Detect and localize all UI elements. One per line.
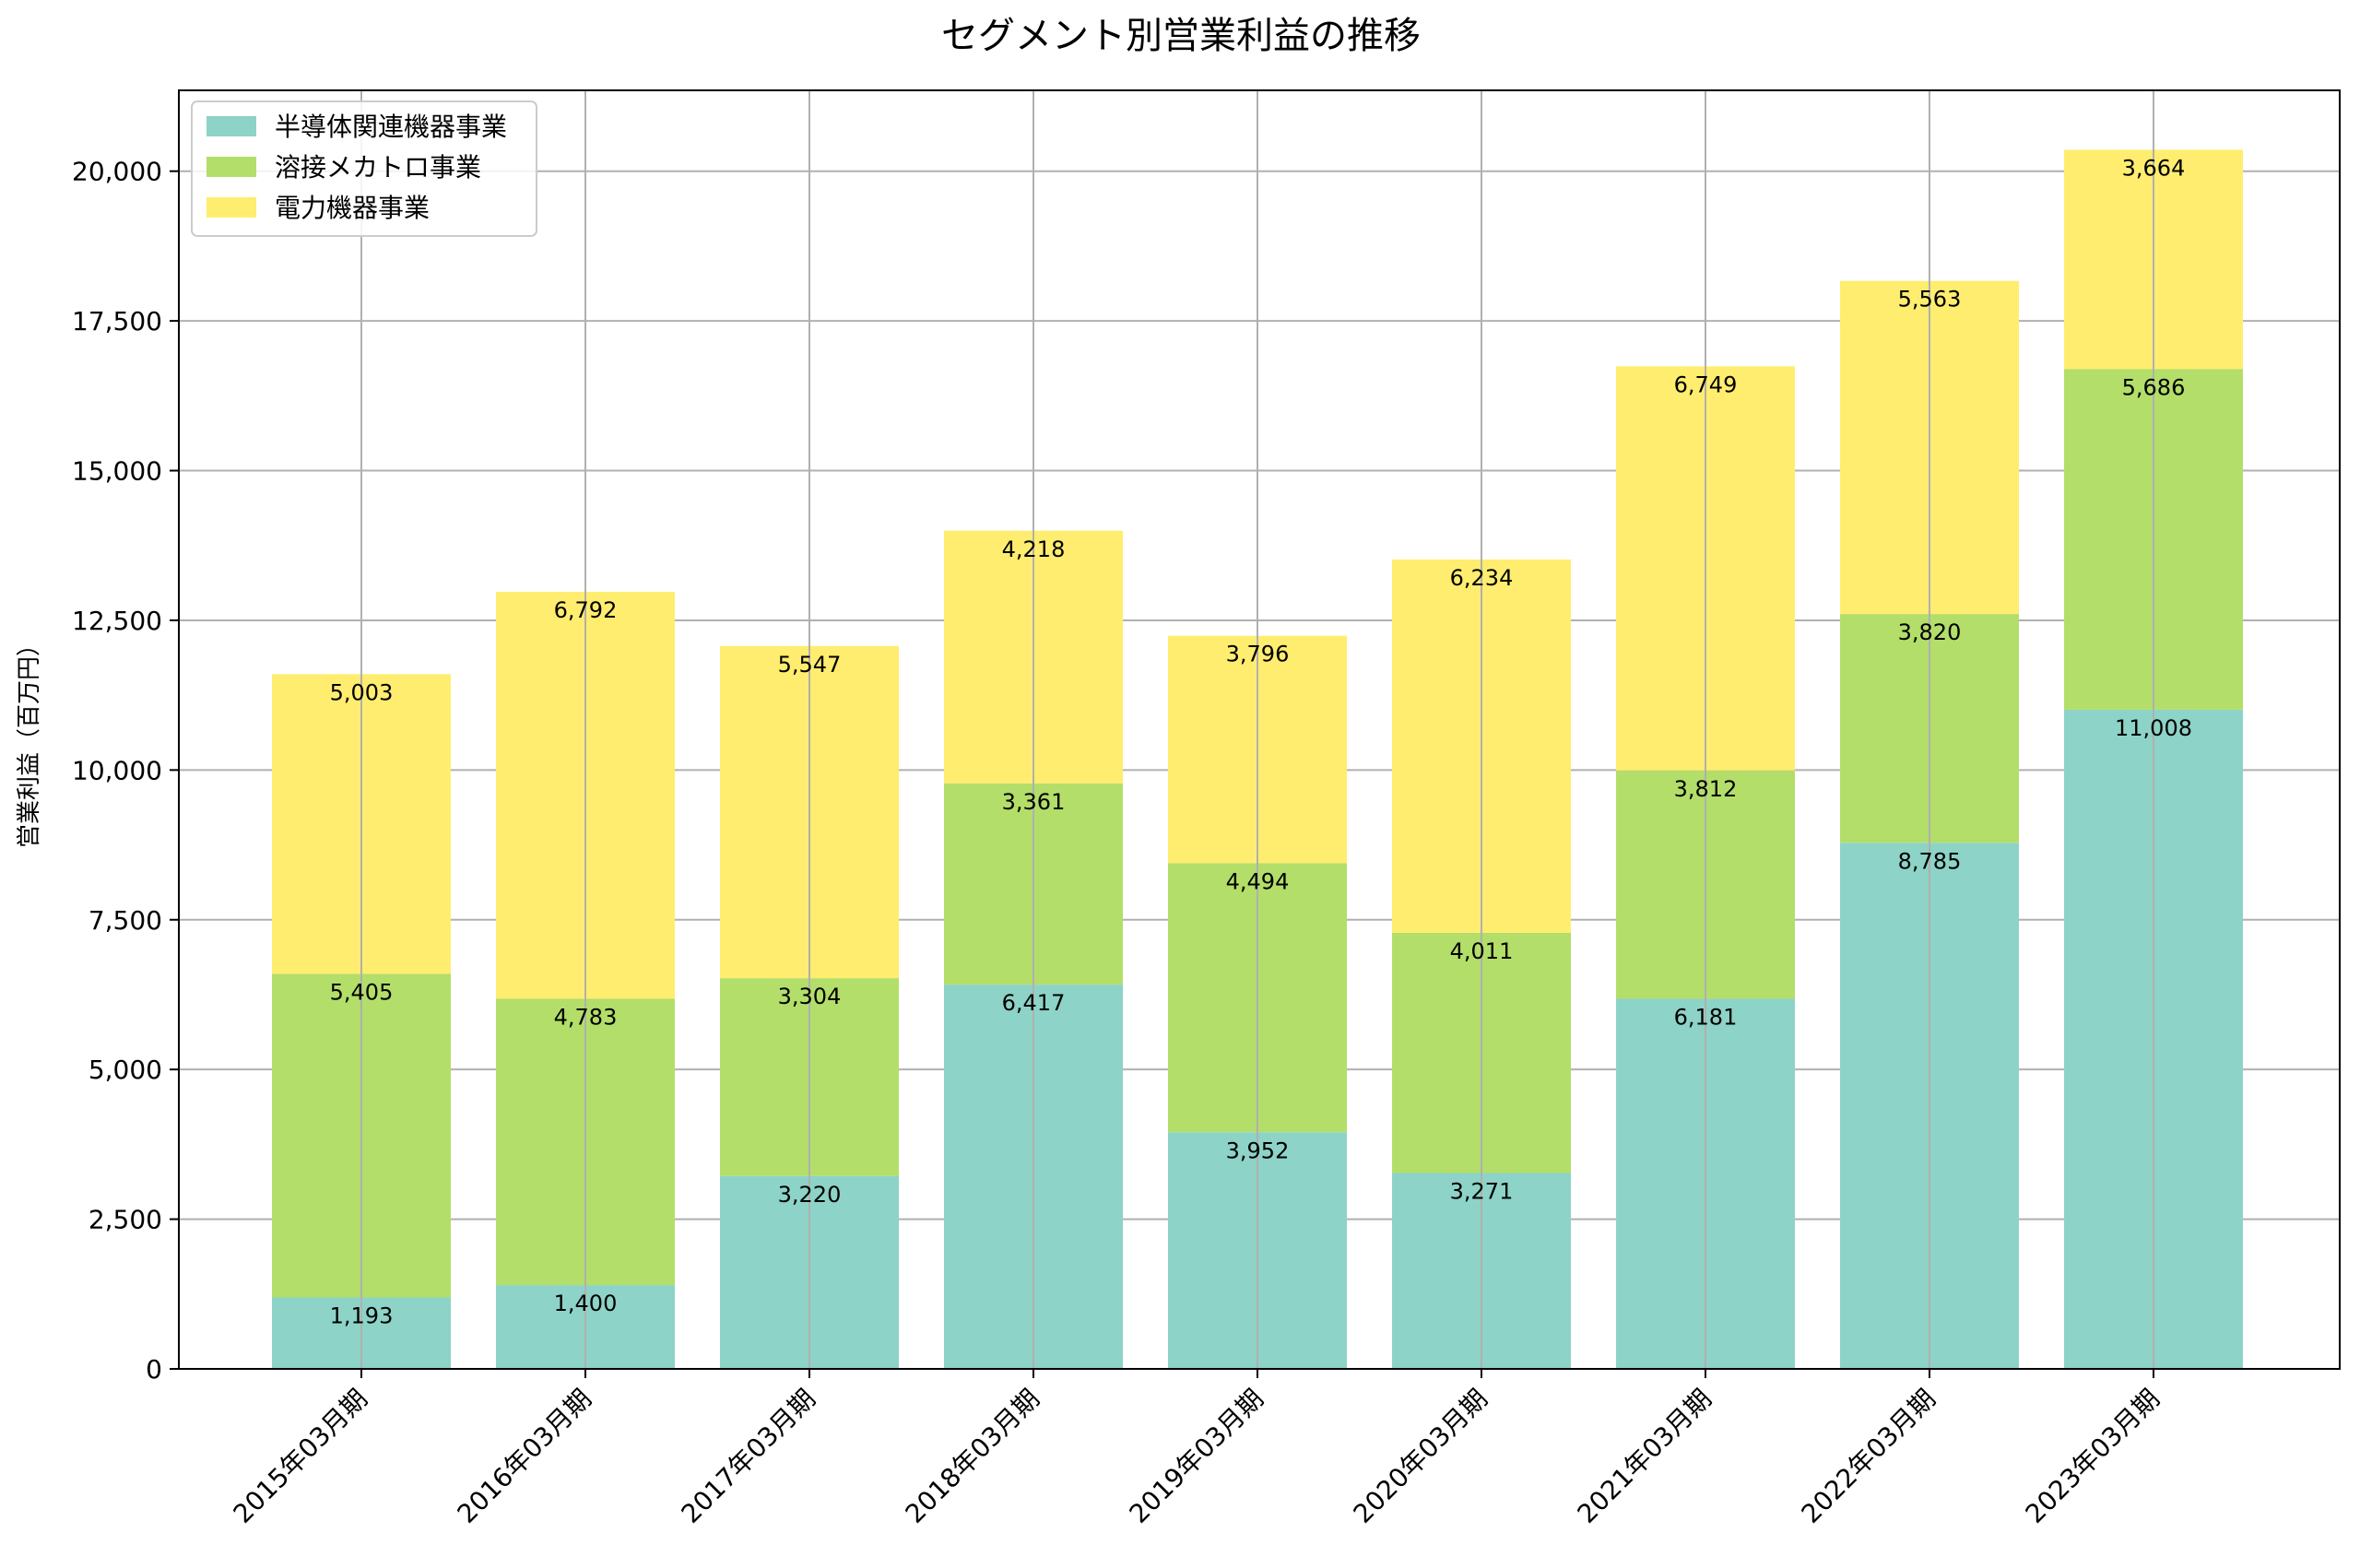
- y-tick-label: 2,500: [88, 1205, 162, 1235]
- data-label: 1,400: [554, 1291, 618, 1316]
- data-label: 6,792: [554, 597, 618, 623]
- data-label: 8,785: [1898, 848, 1962, 874]
- chart-title: セグメント別営業利益の推移: [941, 15, 1421, 57]
- data-label: 3,820: [1898, 619, 1962, 645]
- data-label: 3,271: [1450, 1178, 1514, 1204]
- data-label: 5,003: [330, 679, 394, 705]
- data-label: 4,494: [1226, 868, 1290, 894]
- data-label: 3,304: [778, 984, 842, 1009]
- y-tick-label: 7,500: [88, 905, 162, 936]
- y-tick-label: 15,000: [72, 456, 162, 487]
- data-label: 3,796: [1226, 642, 1290, 667]
- data-label: 3,952: [1226, 1138, 1290, 1163]
- legend-label: 電力機器事業: [275, 193, 430, 223]
- data-label: 1,193: [330, 1303, 394, 1328]
- legend-label: 半導体関連機器事業: [275, 112, 507, 142]
- y-tick-label: 5,000: [88, 1055, 162, 1085]
- data-label: 11,008: [2115, 715, 2192, 741]
- legend-swatch: [206, 157, 256, 177]
- data-label: 3,220: [778, 1182, 842, 1208]
- data-label: 6,417: [1002, 990, 1066, 1016]
- y-tick-label: 17,500: [72, 306, 162, 336]
- data-label: 5,686: [2122, 374, 2186, 400]
- plot-frame: [178, 89, 2341, 1370]
- data-label: 5,547: [778, 652, 842, 678]
- data-label: 4,011: [1450, 938, 1514, 964]
- y-tick-label: 20,000: [72, 157, 162, 187]
- y-tick-label: 10,000: [72, 755, 162, 785]
- vertical-grid-lines: [360, 90, 2154, 1369]
- data-label: 6,181: [1674, 1004, 1738, 1030]
- data-label: 6,749: [1674, 371, 1738, 397]
- y-axis-label: 営業利益（百万円）: [16, 632, 43, 848]
- data-label: 4,783: [554, 1004, 618, 1030]
- legend-box: [191, 100, 537, 237]
- data-label: 4,218: [1002, 536, 1066, 562]
- data-label: 5,563: [1898, 287, 1962, 312]
- y-tick-label: 0: [146, 1354, 162, 1385]
- data-label: 3,664: [2122, 155, 2186, 181]
- data-label: 3,812: [1674, 776, 1738, 802]
- legend-swatch: [206, 197, 256, 218]
- y-tick-label: 12,500: [72, 606, 162, 636]
- data-label: 5,405: [330, 979, 394, 1005]
- legend-label: 溶接メカトロ事業: [275, 152, 481, 183]
- legend-swatch: [206, 116, 256, 136]
- data-label: 3,361: [1002, 789, 1066, 815]
- data-labels-group: 1,193 1,400 3,220 6,417 3,952 3,271 6,181 8,785…: [330, 155, 2192, 1328]
- data-label: 6,234: [1450, 565, 1514, 591]
